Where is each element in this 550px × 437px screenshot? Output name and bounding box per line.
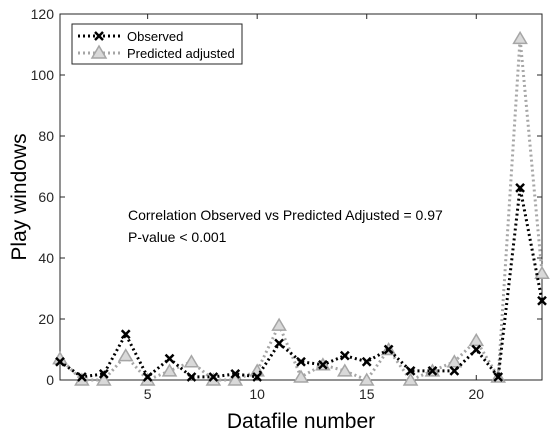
data-point-triangle — [161, 363, 178, 377]
series-line — [59, 187, 544, 381]
x-tick-label: 20 — [468, 386, 484, 402]
data-point-triangle — [183, 354, 200, 368]
series-layer — [52, 30, 550, 386]
data-point-triangle — [468, 332, 485, 347]
data-point-x — [493, 372, 504, 382]
legend-label-predicted: Predicted adjusted — [127, 46, 235, 61]
data-point-x — [339, 350, 350, 361]
data-point-triangle — [534, 265, 550, 279]
data-point-triangle — [337, 363, 353, 377]
data-point-x — [274, 338, 284, 349]
data-point-x — [537, 295, 547, 306]
x-tick-label: 10 — [249, 386, 265, 402]
data-point-x — [318, 359, 328, 370]
data-point-x — [449, 365, 460, 376]
y-tick-label: 100 — [31, 67, 55, 83]
legend: Observed Predicted adjusted — [71, 23, 243, 65]
y-tick-label: 40 — [38, 250, 54, 266]
legend-marker-observed — [94, 31, 104, 41]
y-tick-label: 60 — [38, 189, 54, 205]
data-point-triangle — [227, 372, 244, 386]
data-point-x — [361, 356, 372, 367]
data-point-x — [208, 372, 219, 382]
data-point-x — [98, 369, 109, 379]
data-point-triangle — [117, 348, 134, 362]
y-tick-label: 0 — [46, 372, 54, 388]
plot-area — [59, 13, 543, 381]
data-point-x — [515, 182, 525, 193]
x-axis-label: Datafile number — [227, 410, 375, 433]
data-point-triangle — [358, 372, 375, 386]
data-point-x — [55, 356, 65, 367]
data-point-x — [164, 353, 175, 364]
data-point-x — [77, 372, 87, 382]
data-point-x — [427, 365, 438, 376]
data-point-triangle — [402, 372, 419, 386]
data-point-x — [252, 372, 263, 382]
y-tick-label: 120 — [31, 6, 55, 22]
legend-marker-predicted — [90, 44, 108, 59]
data-point-x — [405, 365, 416, 376]
data-point-x — [230, 369, 241, 379]
data-point-x — [383, 344, 394, 355]
legend-label-observed: Observed — [127, 29, 183, 44]
data-point-triangle — [293, 369, 309, 383]
ticks: 5 10 15 20 0 20 40 60 80 100 120 — [31, 6, 542, 402]
data-point-triangle — [271, 317, 287, 331]
data-point-triangle — [96, 372, 112, 386]
y-tick-label: 20 — [38, 311, 54, 327]
data-point-x — [471, 344, 482, 355]
annotation-correlation: Correlation Observed vs Predicted Adjust… — [128, 207, 443, 223]
series-predicted-adjusted — [52, 30, 550, 386]
data-point-triangle — [446, 354, 463, 368]
data-point-x — [142, 372, 153, 382]
data-point-x — [120, 329, 131, 340]
y-tick-label: 80 — [38, 128, 54, 144]
y-axis-label: Play windows — [8, 133, 31, 260]
data-point-triangle — [512, 30, 528, 45]
x-tick-label: 5 — [144, 386, 152, 402]
series-observed — [55, 182, 547, 382]
x-tick-label: 15 — [359, 386, 375, 402]
annotation-p-value: P-value < 0.001 — [128, 229, 227, 245]
data-point-x — [296, 356, 306, 367]
data-point-x — [186, 372, 197, 382]
